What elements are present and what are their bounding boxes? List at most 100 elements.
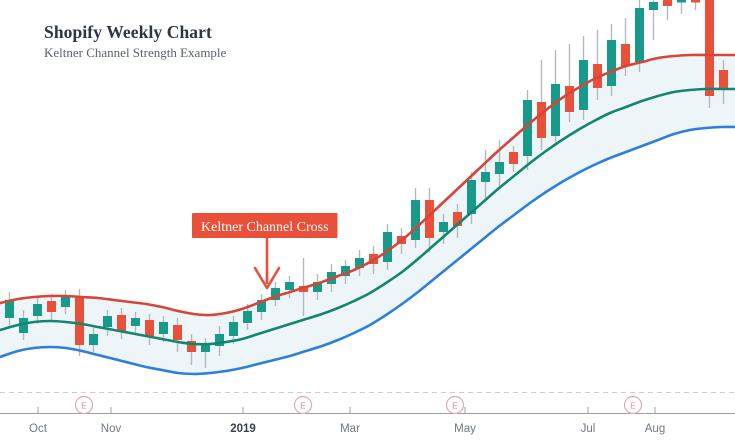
x-axis-labels: Oct Nov 2019 Mar May Jul Aug — [29, 423, 665, 435]
candlestick — [5, 292, 14, 326]
candle-body — [243, 311, 252, 323]
candle-body — [285, 282, 294, 290]
keltner-middle-line — [0, 87, 735, 346]
candle-body — [719, 70, 728, 88]
candle-body — [523, 100, 532, 156]
candle-body — [635, 8, 644, 62]
candle-body — [75, 296, 84, 345]
candlestick — [173, 318, 182, 352]
earnings-marker-label: E — [300, 401, 306, 411]
x-axis-ticks — [37, 407, 656, 413]
candle-body — [47, 301, 56, 312]
candlestick — [117, 308, 126, 339]
candle-body — [201, 345, 210, 352]
candlestick — [187, 334, 196, 365]
candlestick — [411, 188, 420, 248]
candle-body — [61, 297, 70, 307]
candlestick — [579, 36, 588, 120]
candle-body — [131, 318, 140, 326]
candle-body — [215, 334, 224, 346]
annotation-arrow — [253, 238, 281, 290]
candle-body — [33, 304, 42, 316]
candlestick — [495, 140, 504, 186]
candlestick — [453, 204, 462, 238]
annotation-callout[interactable]: Keltner Channel Cross — [192, 213, 338, 238]
x-axis-label: Oct — [29, 423, 48, 435]
candle-body — [159, 322, 168, 334]
candle-body — [187, 341, 196, 352]
earnings-marker[interactable]: E — [293, 395, 313, 415]
candlestick — [439, 214, 448, 244]
candlestick — [719, 60, 728, 104]
x-axis-label: Aug — [645, 423, 665, 435]
candlestick — [509, 146, 518, 172]
earnings-marker-label: E — [630, 401, 636, 411]
candlestick — [285, 276, 294, 298]
candle-body — [495, 162, 504, 174]
candlestick — [467, 172, 476, 224]
earnings-marker-label: E — [81, 401, 87, 411]
x-axis-label: May — [454, 423, 476, 435]
candlestick — [425, 188, 434, 252]
candle-body — [467, 180, 476, 214]
candlestick — [663, 0, 672, 20]
earnings-marker-circle — [623, 395, 643, 415]
candlestick — [47, 294, 56, 320]
candle-body — [411, 200, 420, 240]
candlestick — [635, 0, 644, 72]
earnings-marker-circle — [74, 395, 94, 415]
earnings-marker[interactable]: E — [623, 395, 643, 415]
candle-body — [691, 0, 700, 3]
earnings-marker-circle — [445, 395, 465, 415]
candlestick — [145, 314, 154, 345]
candlestick — [551, 50, 560, 146]
candle-body — [271, 288, 280, 300]
earnings-marker[interactable]: E — [74, 395, 94, 415]
candle-body — [509, 152, 518, 164]
keltner-lower-band-line — [0, 125, 735, 376]
candle-body — [89, 334, 98, 345]
candle-body — [453, 212, 462, 226]
annotation-box — [192, 213, 338, 238]
candle-body — [425, 200, 434, 238]
candle-body — [607, 40, 616, 86]
candlestick — [33, 298, 42, 324]
candlestick — [131, 312, 140, 334]
candle-body — [705, 0, 714, 96]
x-axis-label: Mar — [340, 423, 360, 435]
candlestick — [313, 274, 322, 300]
candle-body — [621, 44, 630, 66]
candlestick — [607, 24, 616, 96]
candlestick — [229, 316, 238, 344]
candlestick — [537, 60, 546, 150]
candle-body — [229, 322, 238, 336]
candle-body — [19, 318, 28, 333]
candlestick — [271, 282, 280, 306]
candlestick — [355, 250, 364, 276]
candle-body — [341, 266, 350, 276]
candle-body — [355, 258, 364, 268]
candle-body — [257, 300, 266, 312]
candle-body — [173, 325, 182, 340]
x-axis-label: Nov — [101, 423, 122, 435]
candlestick — [215, 326, 224, 356]
candle-body — [565, 86, 574, 112]
candle-body — [677, 0, 686, 3]
candle-body — [551, 84, 560, 136]
candlestick — [677, 0, 686, 14]
earnings-marker[interactable]: E — [445, 395, 465, 415]
candle-body — [103, 316, 112, 327]
keltner-upper-band-line — [0, 53, 735, 317]
candlestick — [257, 294, 266, 320]
candle-body — [117, 315, 126, 332]
candlestick — [383, 224, 392, 270]
candlestick — [649, 0, 658, 40]
candle-body — [663, 0, 672, 6]
candle-body — [145, 320, 154, 336]
candle-body — [313, 282, 322, 292]
candle-body — [649, 2, 658, 10]
candlestick — [61, 290, 70, 314]
candle-body — [439, 222, 448, 232]
